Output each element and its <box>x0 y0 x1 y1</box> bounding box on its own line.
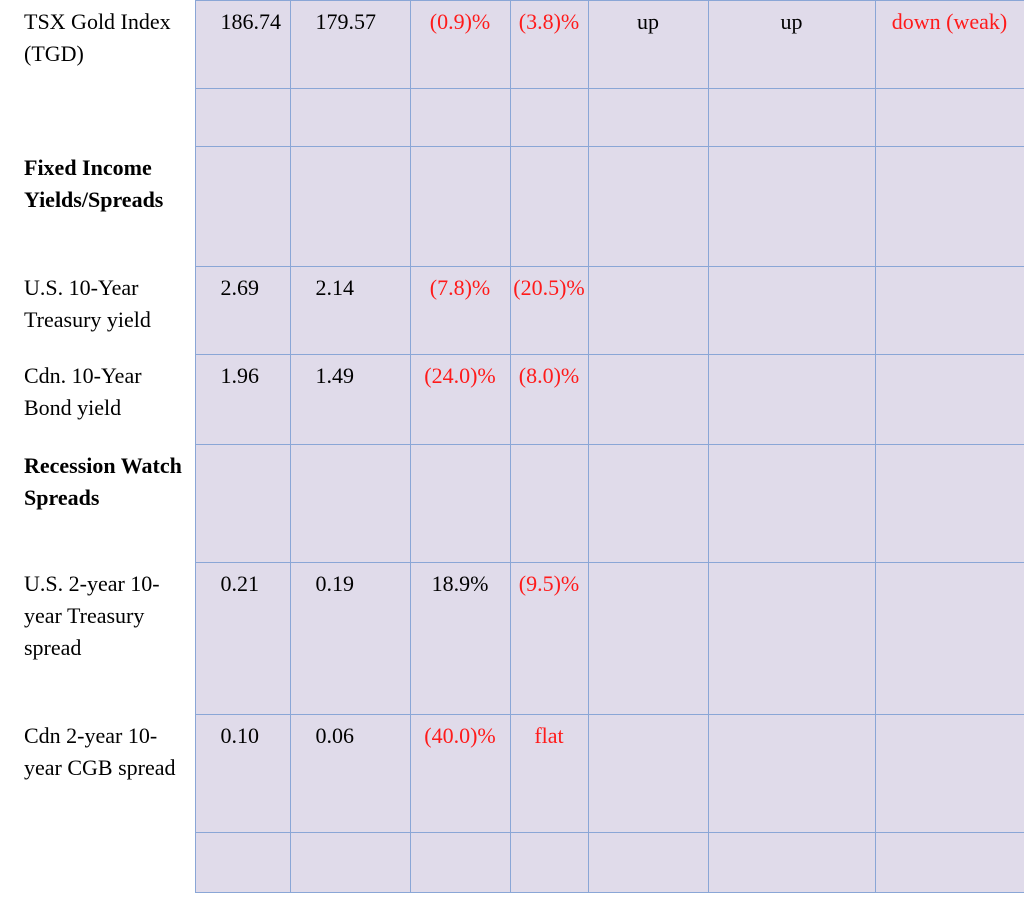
data-cell <box>194 146 291 267</box>
data-cell: flat <box>509 714 589 833</box>
data-cell <box>874 354 1024 445</box>
data-cell <box>874 88 1024 147</box>
data-cell: up <box>587 0 709 89</box>
data-cell <box>707 88 876 147</box>
data-cell <box>194 88 291 147</box>
data-cell: (9.5)% <box>509 562 589 715</box>
data-cell <box>874 832 1024 893</box>
data-cell <box>587 146 709 267</box>
data-cell <box>509 832 589 893</box>
data-cell: 0.10 <box>194 714 291 833</box>
table-row: Cdn. 10-Year Bond yield 1.96 1.49 (24.0)… <box>0 354 1024 445</box>
data-cell: 2.69 <box>194 266 291 355</box>
table-row: Recession Watch Spreads <box>0 444 1024 563</box>
data-cell <box>707 714 876 833</box>
data-cell <box>874 444 1024 563</box>
data-cell: down (weak) <box>874 0 1024 89</box>
row-label <box>0 832 195 893</box>
data-cell <box>289 832 411 893</box>
data-cell <box>707 354 876 445</box>
data-cell <box>509 444 589 563</box>
row-label: Cdn 2-year 10-year CGB spread <box>0 714 195 833</box>
table-row: TSX Gold Index (TGD) 186.74 179.57 (0.9)… <box>0 0 1024 89</box>
row-label: U.S. 2-year 10-year Treasury spread <box>0 562 195 715</box>
row-label <box>0 88 195 147</box>
table-row: U.S. 10-Year Treasury yield 2.69 2.14 (7… <box>0 266 1024 355</box>
data-cell <box>509 146 589 267</box>
row-label: U.S. 10-Year Treasury yield <box>0 266 195 355</box>
data-cell <box>289 88 411 147</box>
data-cell <box>194 832 291 893</box>
table-row <box>0 88 1024 147</box>
data-cell <box>874 266 1024 355</box>
data-cell <box>289 444 411 563</box>
data-cell <box>707 832 876 893</box>
data-cell <box>289 146 411 267</box>
data-cell: 2.14 <box>289 266 411 355</box>
data-cell: up <box>707 0 876 89</box>
data-cell <box>587 444 709 563</box>
data-cell: 0.21 <box>194 562 291 715</box>
data-cell <box>707 266 876 355</box>
data-cell <box>194 444 291 563</box>
data-cell <box>707 562 876 715</box>
data-cell: (24.0)% <box>409 354 511 445</box>
data-cell <box>409 146 511 267</box>
data-cell <box>587 266 709 355</box>
data-cell: 186.74 <box>194 0 291 89</box>
data-cell: 179.57 <box>289 0 411 89</box>
data-cell: (8.0)% <box>509 354 589 445</box>
section-heading: Fixed Income Yields/Spreads <box>0 146 195 267</box>
data-cell: 1.96 <box>194 354 291 445</box>
data-cell: 1.49 <box>289 354 411 445</box>
row-label: Cdn. 10-Year Bond yield <box>0 354 195 445</box>
data-cell <box>587 714 709 833</box>
table-row: Cdn 2-year 10-year CGB spread 0.10 0.06 … <box>0 714 1024 833</box>
data-cell <box>587 832 709 893</box>
data-cell <box>707 444 876 563</box>
table-row <box>0 832 1024 893</box>
data-cell <box>587 354 709 445</box>
data-cell <box>874 714 1024 833</box>
data-cell: (3.8)% <box>509 0 589 89</box>
table-row: U.S. 2-year 10-year Treasury spread 0.21… <box>0 562 1024 715</box>
data-cell <box>707 146 876 267</box>
data-cell: (7.8)% <box>409 266 511 355</box>
table-row: Fixed Income Yields/Spreads <box>0 146 1024 267</box>
data-cell: (40.0)% <box>409 714 511 833</box>
data-cell: 18.9% <box>409 562 511 715</box>
data-cell <box>587 88 709 147</box>
data-cell <box>409 444 511 563</box>
data-cell <box>874 562 1024 715</box>
data-cell: (20.5)% <box>509 266 589 355</box>
data-cell: (0.9)% <box>409 0 511 89</box>
data-cell <box>509 88 589 147</box>
data-cell: 0.06 <box>289 714 411 833</box>
section-heading: Recession Watch Spreads <box>0 444 195 563</box>
data-cell <box>409 832 511 893</box>
row-label: TSX Gold Index (TGD) <box>0 0 195 89</box>
data-cell: 0.19 <box>289 562 411 715</box>
data-cell <box>409 88 511 147</box>
data-cell <box>587 562 709 715</box>
data-cell <box>874 146 1024 267</box>
